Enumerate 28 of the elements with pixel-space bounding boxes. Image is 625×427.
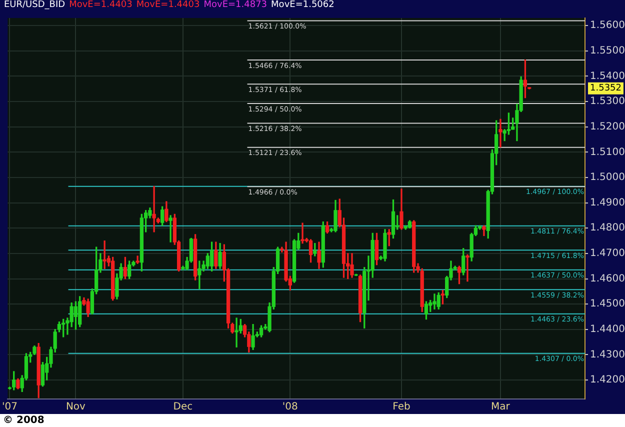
y-tick-label: 1.5000: [590, 172, 625, 184]
y-tick-label: 1.4800: [590, 222, 625, 234]
y-tick-label: 1.5400: [590, 70, 625, 82]
x-tick-label: Mar: [491, 402, 511, 413]
y-tick-label: 1.4700: [590, 248, 625, 260]
y-tick-label: 1.4300: [590, 349, 625, 360]
text: MovE=1.4873: [204, 0, 268, 10]
chart-title: EUR/USD_BID: [4, 0, 66, 10]
x-tick-label: Nov: [66, 402, 86, 413]
x-tick-label: Feb: [392, 402, 410, 413]
x-tick-label: Dec: [173, 402, 193, 413]
text: © 2008: [2, 414, 46, 427]
y-tick-label: 1.4900: [590, 197, 625, 208]
text: MovE=1.5062: [271, 0, 334, 10]
x-tick-label: '08: [282, 402, 298, 413]
y-tick-label: 1.5300: [590, 96, 625, 108]
y-tick-label: 1.5600: [590, 20, 625, 32]
y-tick-label: 1.4200: [590, 374, 625, 386]
y-tick-label: 1.5200: [590, 121, 625, 132]
text: MovE=1.4403: [136, 0, 200, 10]
y-tick-label: 1.5500: [590, 46, 625, 57]
y-tick-label: 1.5100: [590, 146, 625, 158]
y-tick-label: 1.4500: [590, 298, 625, 310]
y-tick-label: 1.4600: [590, 273, 625, 284]
y-tick-label: 1.4400: [590, 324, 625, 335]
text: MovE=1.4403: [69, 0, 132, 10]
x-tick-label: '07: [2, 402, 18, 413]
text: 1.5352: [590, 84, 622, 94]
